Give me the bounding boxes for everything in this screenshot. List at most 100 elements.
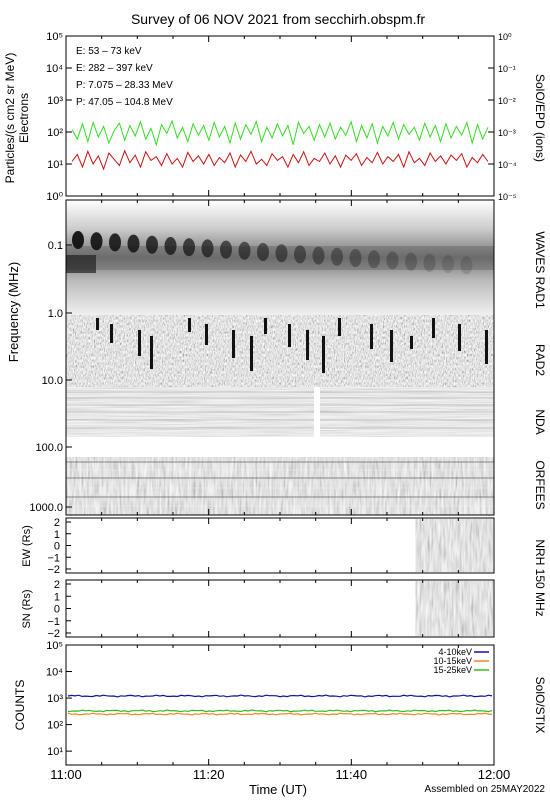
band-rad2: RAD2 [533, 344, 547, 376]
rad2-streak [410, 336, 413, 349]
rad2-streak [110, 324, 113, 343]
x-axis-label: Time (UT) [249, 782, 307, 797]
rad1-burst [442, 255, 454, 273]
stix-ytick-label: 10³ [47, 693, 63, 705]
orfees-band [66, 457, 494, 515]
rad1-burst [72, 231, 84, 249]
rad2-streak [188, 318, 191, 332]
rad2-streak [205, 324, 208, 345]
rad1-burst [275, 244, 288, 263]
rad1-burst [349, 249, 362, 267]
rad1-burst [294, 245, 306, 264]
rad2-streak [458, 324, 461, 351]
nrh-ew-ylabel: EW (Rs) [21, 525, 33, 567]
rad2-streak [232, 330, 235, 358]
epd-ytick-label: 10⁵ [46, 31, 63, 43]
rad1-burst [127, 234, 140, 253]
rad1-burst [405, 252, 417, 271]
radio-ylabel: Frequency (MHz) [6, 262, 21, 362]
rad1-burst [423, 253, 436, 272]
legend-4-10kev: 4-10keV [438, 647, 472, 657]
stix-series [67, 694, 493, 716]
stix-xtick-label: 11:40 [336, 767, 368, 782]
legend-15-25kev: 15-25keV [433, 665, 472, 675]
nrh-ytick-label: 0 [54, 604, 60, 616]
rad1-type3-bursts [66, 231, 494, 275]
rad1-start-patch [66, 255, 96, 273]
stix-right-label: SolO/STIX [533, 677, 547, 734]
epd-panel: 10⁰ 10¹ 10² 10³ 10⁴ 10⁵ 10⁻⁵ 10⁻⁴ 10⁻³ 10⁻² 10⁻¹ 10… [3, 31, 547, 203]
rad2-streak [250, 336, 253, 371]
rad1-burst [164, 237, 177, 255]
rad2-band [66, 315, 494, 387]
epd-legend: E: 53 – 73 keV E: 282 – 397 keV P: 7.075… [76, 46, 173, 108]
stix-xtick-label: 12:00 [478, 767, 511, 782]
epd-frame [65, 35, 495, 197]
rad1-burst [220, 240, 232, 259]
radio-ytick-label: 0.1 [48, 240, 63, 252]
radio-ytick-label: 100.0 [35, 442, 63, 454]
rad2-streak [432, 318, 435, 338]
radio-axis-ticks: 0.1 1.0 10.0 100.0 1000.0 [29, 200, 495, 515]
stix-ylabel: COUNTS [13, 680, 27, 731]
nrh-ytick-label: 1 [54, 529, 60, 541]
nda-gap [314, 387, 320, 437]
band-nda: NDA [533, 409, 547, 434]
epd-y2tick-label: 10⁻⁴ [498, 160, 517, 170]
nrh-sn-axis-ticks: 210−1−2 [47, 579, 495, 640]
nrh-ytick-label: −1 [47, 616, 60, 628]
legend-e-high: E: 282 – 397 keV [76, 63, 153, 74]
nrh-ew-panel: 210−1−2 EW (Rs) [21, 517, 495, 576]
legend-10-15kev: 10-15keV [433, 656, 472, 666]
radio-ytick-label: 1.0 [48, 308, 63, 320]
rad2-streak [138, 330, 141, 356]
rad2-streak [288, 324, 291, 347]
nrh-ytick-label: 1 [54, 591, 60, 603]
epd-axis-ticks: 10⁰ 10¹ 10² 10³ 10⁴ 10⁵ 10⁻⁵ 10⁻⁴ 10⁻³ 10⁻² 10⁻¹ 10… [46, 31, 517, 203]
radio-gap [66, 437, 494, 457]
nrh-ytick-label: 2 [54, 579, 60, 591]
stix-xtick-label: 11:00 [50, 767, 82, 782]
nrh-sn-image [415, 581, 493, 636]
stix-ytick-label: 10⁴ [46, 667, 63, 679]
nrh-ew-axis-ticks: 210−1−2 [47, 517, 495, 576]
rad2-streak [390, 330, 393, 362]
rad1-burst [109, 233, 121, 252]
rad2-streak [338, 318, 341, 336]
epd-ylabel: Particles/(s cm2 sr MeV) [3, 53, 17, 184]
stix-xtick-label: 11:20 [193, 767, 225, 782]
nrh-ytick-label: −2 [47, 628, 60, 640]
rad2-streak [264, 318, 267, 334]
epd-ytick-label: 10⁴ [46, 63, 63, 75]
rad1-burst [312, 246, 325, 265]
epd-series-line-1 [71, 149, 489, 171]
rad2-streak [96, 318, 99, 330]
rad1-burst [331, 247, 343, 266]
radio-panel: 0.1 1.0 10.0 100.0 1000.0 Frequency (MHz) WA… [6, 199, 547, 516]
figure-title: Survey of 06 NOV 2021 from secchirh.obsp… [131, 11, 425, 27]
nda-features [66, 387, 494, 437]
rad1-burst [90, 232, 103, 251]
stix-panel: 10¹ 10² 10³ 10⁴ 10⁵ 11:00 11:20 11:40 12:00 4-10… [13, 640, 547, 797]
assembled-footer: Assembled on 25MAY2022 [425, 784, 546, 795]
epd-series-line-0 [71, 119, 489, 147]
band-waves-rad1: WAVES RAD1 [533, 231, 547, 309]
stix-series-line-2 [67, 709, 493, 713]
nrh-sn-panel: 210−1−2 SN (Rs) [21, 579, 495, 640]
stix-series-line-0 [67, 694, 493, 698]
epd-ytick-label: 10³ [47, 95, 63, 107]
epd-ytick-label: 10⁰ [46, 191, 63, 203]
nrh-ytick-label: −2 [47, 564, 60, 576]
epd-y2tick-label: 10⁻² [498, 96, 516, 106]
rad2-streak [485, 330, 488, 364]
legend-p-low: P: 7.075 – 28.33 MeV [76, 80, 173, 91]
rad1-burst [460, 256, 473, 275]
epd-ytick-label: 10² [47, 127, 63, 139]
orfees-features [66, 461, 494, 507]
radio-ytick-label: 1000.0 [29, 502, 63, 514]
nrh-ytick-label: −1 [47, 552, 60, 564]
stix-ytick-label: 10² [47, 720, 63, 732]
nrh-sn-ylabel: SN (Rs) [21, 589, 33, 628]
radio-ytick-label: 10.0 [42, 375, 63, 387]
